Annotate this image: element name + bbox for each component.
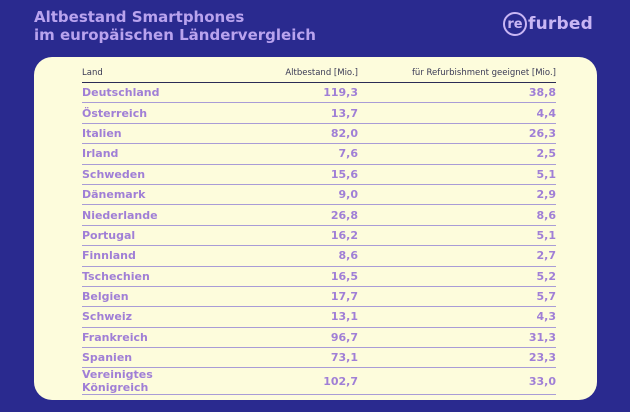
table-row: Irland 7,6 2,5 [82,143,556,165]
table-row: Finnland 8,6 2,7 [82,245,556,267]
cell-altbestand: 96,7 [222,327,358,349]
table-row: Spanien 73,1 23,3 [82,347,556,369]
page-title: Altbestand Smartphones im europäischen L… [34,8,316,44]
cell-altbestand: 16,5 [222,266,358,287]
cell-land: Deutschland [82,82,222,104]
cell-refurbishment: 23,3 [358,347,556,369]
cell-altbestand: 102,7 [222,367,358,396]
table-body: Deutschland 119,3 38,8 Österreich 13,7 4,4 Ita… [82,82,556,396]
table-row: Italien 82,0 26,3 [82,123,556,145]
cell-refurbishment: 2,9 [358,184,556,206]
cell-land: Belgien [82,286,222,308]
cell-altbestand: 13,7 [222,102,358,124]
table-row: Frankreich 96,7 31,3 [82,327,556,349]
title-line-2: im europäischen Ländervergleich [34,26,316,44]
cell-altbestand: 119,3 [222,82,358,104]
cell-land: Vereinigtes Königreich [82,367,222,396]
cell-refurbishment: 33,0 [358,367,556,396]
logo-text: furbed [528,14,593,34]
column-header-altbestand: Altbestand [Mio.] [222,63,358,83]
cell-land: Finnland [82,245,222,267]
table-header-row: Land Altbestand [Mio.] für Refurbishment… [82,63,556,83]
cell-land: Schweden [82,164,222,185]
cell-refurbishment: 2,7 [358,245,556,267]
cell-land: Schweiz [82,306,222,328]
cell-altbestand: 26,8 [222,204,358,226]
cell-refurbishment: 4,3 [358,306,556,328]
column-header-refurbishment: für Refurbishment geeignet [Mio.] [358,63,556,83]
cell-altbestand: 9,0 [222,184,358,206]
cell-land: Italien [82,123,222,145]
cell-land: Österreich [82,102,222,124]
cell-land: Tschechien [82,266,222,287]
cell-refurbishment: 5,2 [358,266,556,287]
cell-refurbishment: 26,3 [358,123,556,145]
table-row: Portugal 16,2 5,1 [82,225,556,247]
cell-land: Irland [82,143,222,165]
cell-land: Spanien [82,347,222,369]
title-line-1: Altbestand Smartphones [34,8,245,26]
table-row: Vereinigtes Königreich 102,7 33,0 [82,367,556,396]
cell-refurbishment: 2,5 [358,143,556,165]
table-row: Tschechien 16,5 5,2 [82,266,556,287]
cell-land: Portugal [82,225,222,247]
cell-altbestand: 73,1 [222,347,358,369]
cell-refurbishment: 8,6 [358,204,556,226]
table-row: Schweden 15,6 5,1 [82,164,556,185]
cell-altbestand: 15,6 [222,164,358,185]
logo-circle: re [503,12,527,36]
table-row: Schweiz 13,1 4,3 [82,306,556,328]
cell-land: Dänemark [82,184,222,206]
column-header-land: Land [82,63,222,83]
cell-altbestand: 82,0 [222,123,358,145]
cell-land: Niederlande [82,204,222,226]
table-row: Belgien 17,7 5,7 [82,286,556,308]
table-row: Deutschland 119,3 38,8 [82,82,556,104]
data-table: Land Altbestand [Mio.] für Refurbishment… [82,63,556,396]
cell-altbestand: 7,6 [222,143,358,165]
cell-refurbishment: 38,8 [358,82,556,104]
cell-refurbishment: 5,1 [358,164,556,185]
cell-altbestand: 13,1 [222,306,358,328]
table-row: Dänemark 9,0 2,9 [82,184,556,206]
cell-land: Frankreich [82,327,222,349]
cell-refurbishment: 31,3 [358,327,556,349]
refurbed-logo: re furbed [503,10,593,38]
cell-refurbishment: 4,4 [358,102,556,124]
cell-altbestand: 16,2 [222,225,358,247]
table-row: Österreich 13,7 4,4 [82,102,556,124]
cell-refurbishment: 5,7 [358,286,556,308]
cell-refurbishment: 5,1 [358,225,556,247]
table-card: Land Altbestand [Mio.] für Refurbishment… [34,57,597,400]
cell-altbestand: 17,7 [222,286,358,308]
table-row: Niederlande 26,8 8,6 [82,204,556,226]
cell-altbestand: 8,6 [222,245,358,267]
